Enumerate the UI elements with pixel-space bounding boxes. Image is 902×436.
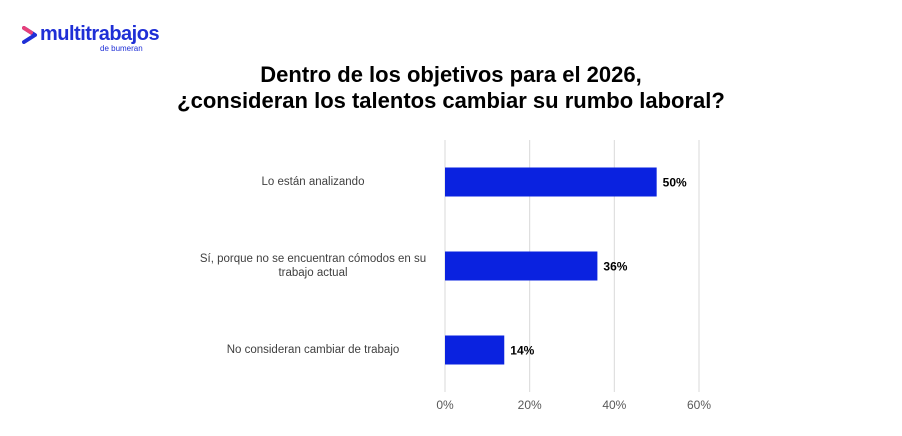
x-tick-label-0: 0%: [436, 398, 454, 412]
chart-title: Dentro de los objetivos para el 2026, ¿c…: [0, 62, 902, 114]
x-tick-label-2: 40%: [602, 398, 626, 412]
bar-2: [445, 335, 505, 365]
data-label-2: 14%: [510, 344, 534, 358]
category-label-1: Sí, porque no se encuentran cómodos en s…: [199, 253, 427, 279]
category-label-0: Lo están analizando: [261, 176, 365, 188]
logo-tagline: de bumeran: [100, 44, 143, 53]
category-label-2: No consideran cambiar de trabajo: [226, 344, 400, 356]
logo-arrow-icon: [22, 26, 37, 44]
chart-title-line-2: ¿consideran los talentos cambiar su rumb…: [177, 88, 725, 113]
logo-wordmark: multitrabajos: [40, 23, 160, 45]
bar-1: [445, 251, 598, 281]
bar-0: [445, 167, 657, 197]
chart-title-line-1: Dentro de los objetivos para el 2026,: [260, 62, 642, 87]
data-label-0: 50%: [663, 176, 687, 190]
data-label-1: 36%: [603, 260, 627, 274]
brand-logo: multitrabajos de bumeran: [22, 22, 182, 56]
x-tick-label-3: 60%: [687, 398, 711, 412]
x-tick-label-1: 20%: [518, 398, 542, 412]
